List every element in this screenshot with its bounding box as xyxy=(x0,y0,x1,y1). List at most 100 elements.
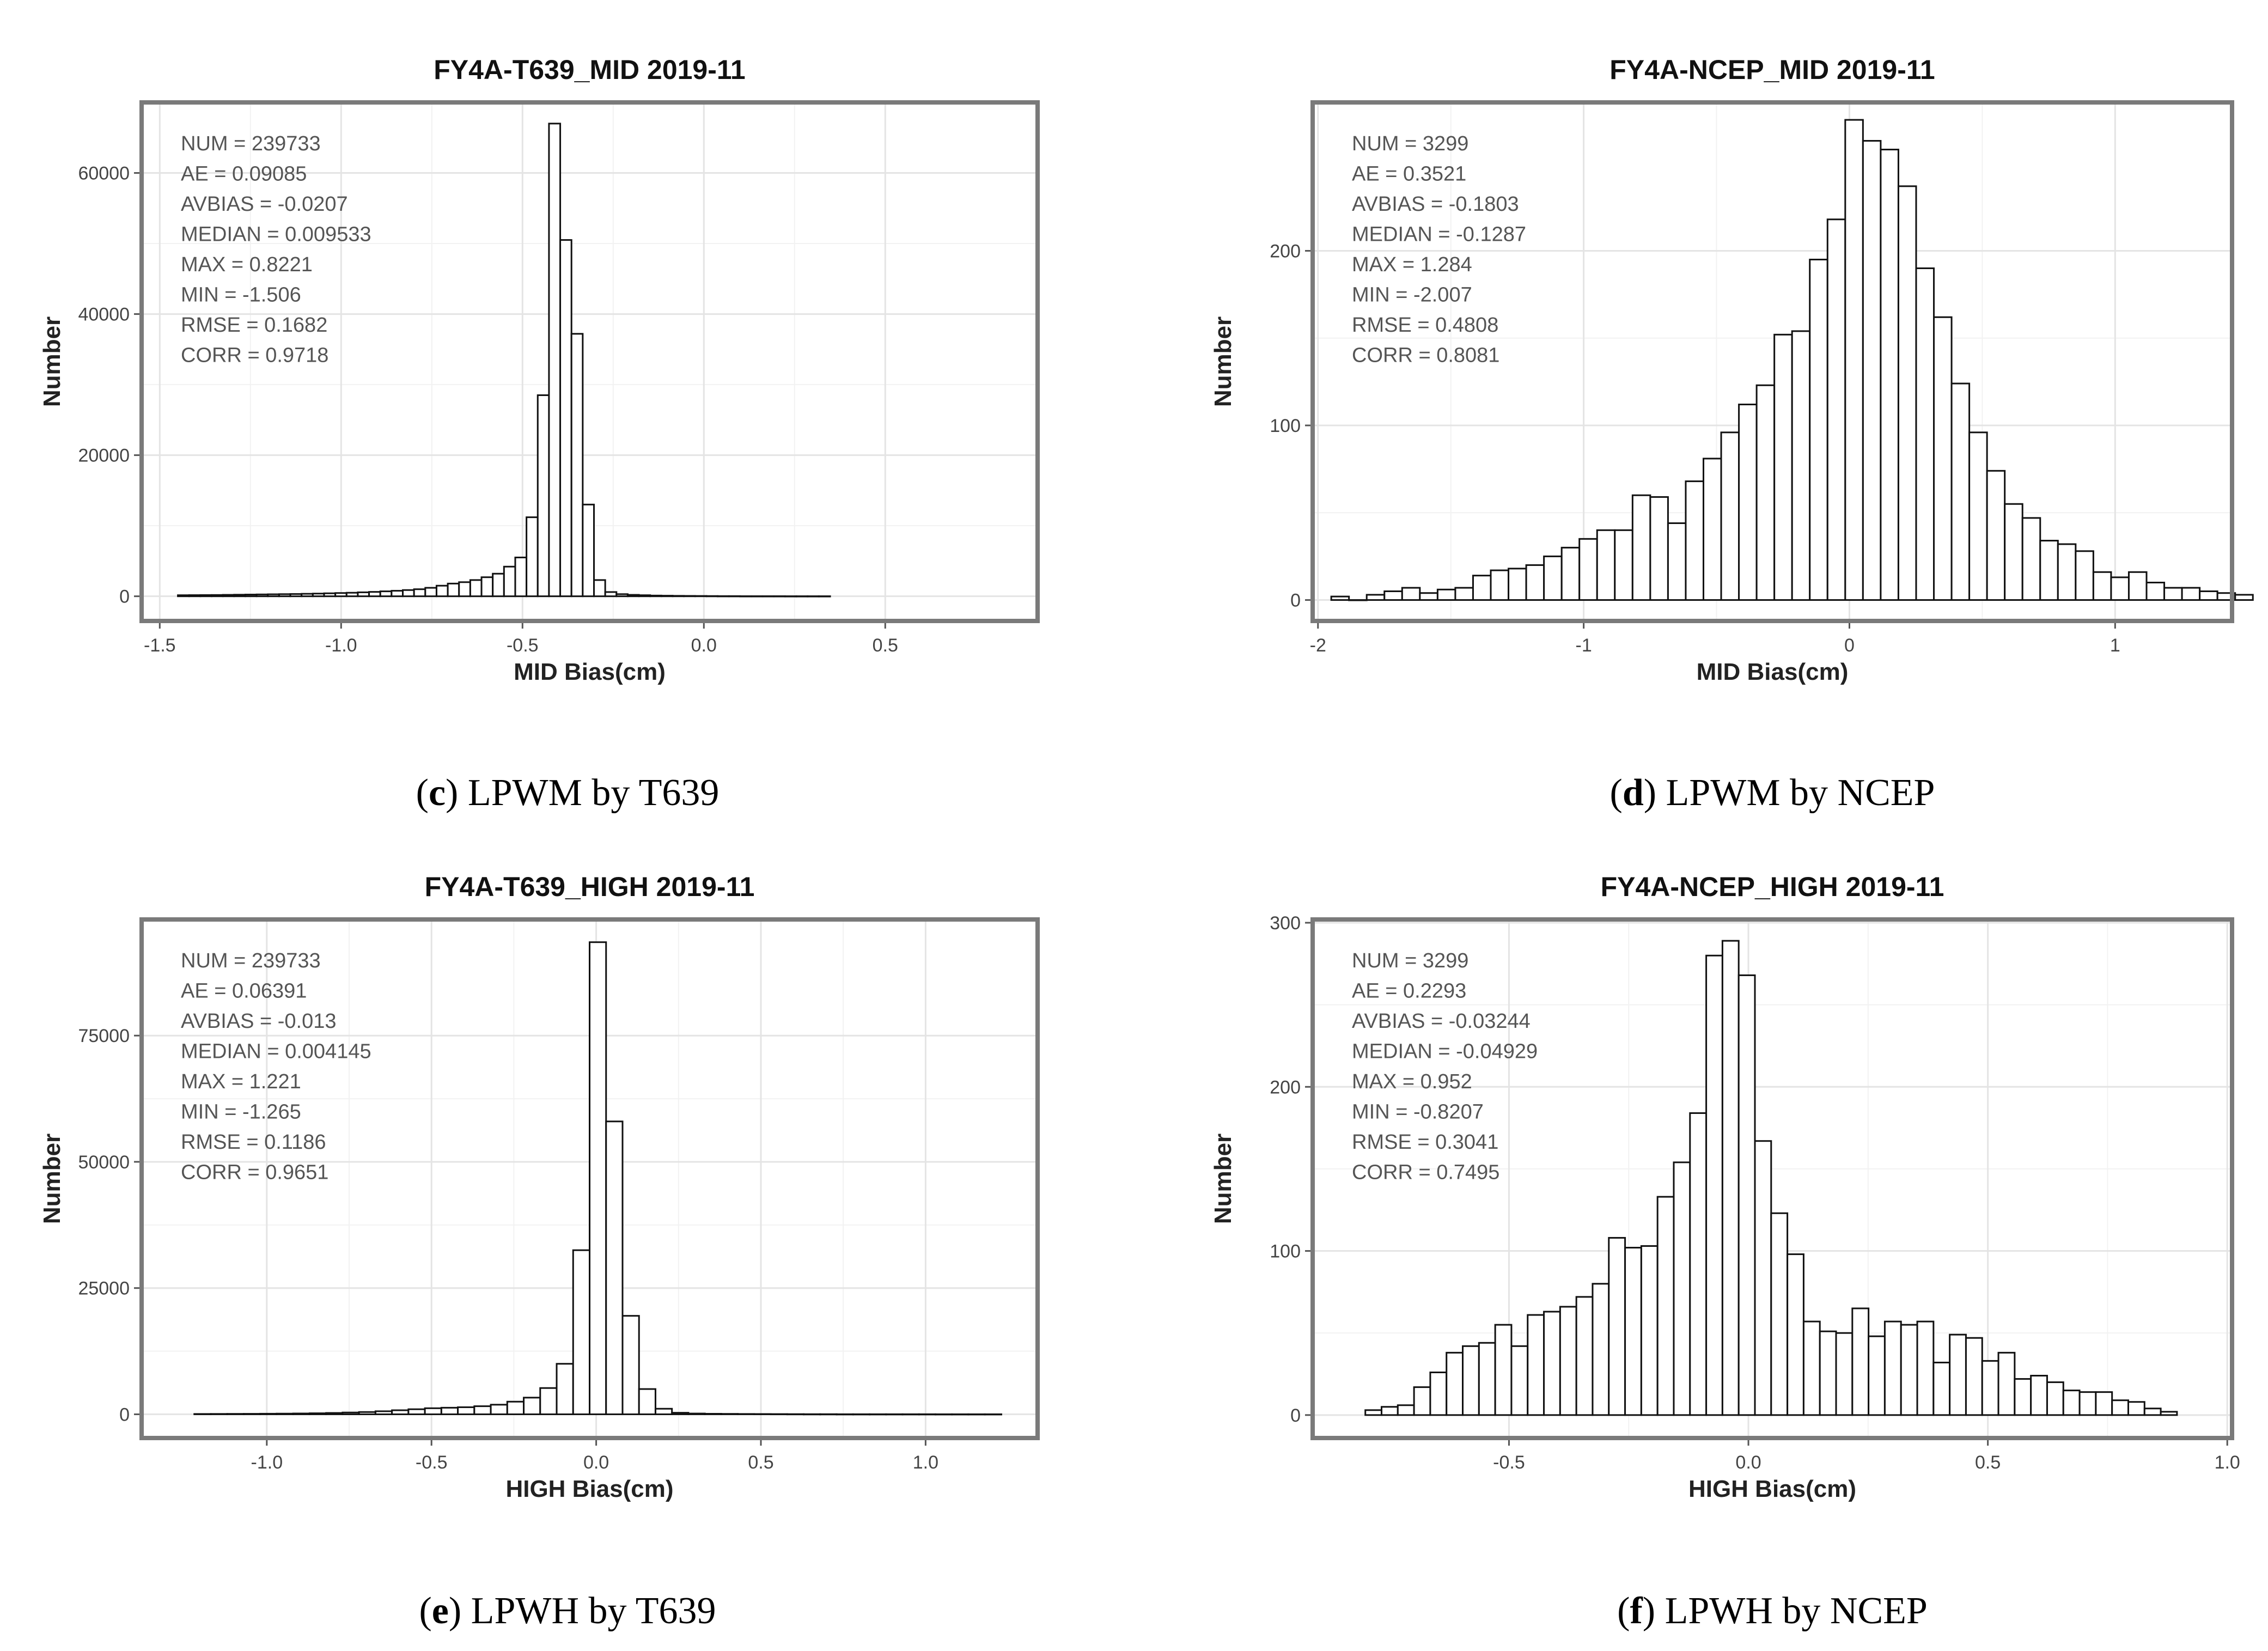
y-axis-label: Number xyxy=(39,1134,65,1224)
histogram-bar xyxy=(818,595,831,598)
histogram-bar xyxy=(312,593,325,598)
histogram-bar xyxy=(582,503,595,598)
stat-line: MIN = -1.265 xyxy=(181,1101,301,1124)
histogram-bar xyxy=(604,591,618,598)
histogram-bar xyxy=(819,1413,838,1416)
histogram-bar xyxy=(490,1404,508,1415)
histogram-bar xyxy=(807,595,820,598)
histogram-bar xyxy=(1916,1320,1935,1416)
histogram-bar xyxy=(786,1413,805,1416)
histogram-bar xyxy=(357,591,370,598)
histogram-bar xyxy=(1965,1337,1983,1416)
histogram-bar xyxy=(638,594,651,598)
stat-line: CORR = 0.7495 xyxy=(1352,1161,1499,1184)
histogram-bar xyxy=(424,587,437,598)
histogram-bar xyxy=(572,1249,590,1415)
histogram-bar xyxy=(901,1413,920,1416)
histogram-bar xyxy=(447,582,460,598)
histogram-bar xyxy=(2092,571,2112,601)
caption-open: ( xyxy=(419,1590,431,1632)
histogram-bar xyxy=(869,1413,887,1416)
histogram-bar xyxy=(1478,1342,1496,1416)
histogram-bar xyxy=(795,595,809,598)
histogram-bar xyxy=(2163,587,2183,601)
y-axis-label: Number xyxy=(39,316,65,407)
histogram-bar xyxy=(2145,581,2166,601)
x-tick-label: -0.5 xyxy=(416,1452,448,1473)
histogram-bar xyxy=(773,595,786,598)
histogram-bar xyxy=(255,593,269,598)
histogram-bar xyxy=(1543,1311,1561,1416)
histogram-bar xyxy=(2110,576,2130,601)
y-tick-label: 0 xyxy=(1290,590,1301,611)
histogram-bar xyxy=(559,239,572,598)
histogram-bar xyxy=(1462,1345,1480,1416)
histogram-bar xyxy=(737,1413,755,1415)
histogram-bar xyxy=(407,1408,426,1415)
panel-border xyxy=(139,917,1040,1440)
y-tick-label: 75000 xyxy=(78,1026,130,1046)
x-tick-label: -1.5 xyxy=(144,635,176,656)
histogram-bar xyxy=(1773,333,1793,601)
y-tick-label: 0 xyxy=(119,587,130,607)
histogram-bar xyxy=(503,565,516,598)
stat-line: MEDIAN = 0.004145 xyxy=(181,1040,371,1063)
histogram-bar xyxy=(473,1405,492,1415)
panel-border xyxy=(139,100,1040,623)
histogram-bar xyxy=(308,1412,327,1415)
stat-line: MAX = 1.284 xyxy=(1352,253,1472,276)
histogram-bar xyxy=(2062,1390,2081,1416)
panel-border xyxy=(1310,917,2234,1440)
histogram-bar xyxy=(1897,185,1917,601)
histogram-bar xyxy=(1705,954,1723,1416)
histogram-bar xyxy=(2127,571,2148,601)
panel-title: FY4A-T639_HIGH 2019-11 xyxy=(425,872,755,902)
histogram-bar xyxy=(514,556,528,598)
histogram-bar xyxy=(753,1413,772,1415)
x-tick-label: -1 xyxy=(1576,635,1592,656)
histogram-bar xyxy=(2095,1391,2113,1416)
histogram-bar xyxy=(526,516,539,598)
y-tick-label: 100 xyxy=(1270,416,1301,436)
x-tick-label: 0.5 xyxy=(1975,1452,2001,1473)
histogram-bar xyxy=(469,579,483,598)
histogram-bar xyxy=(539,1387,558,1415)
histogram-bar xyxy=(1900,1324,1918,1416)
histogram-bar xyxy=(918,1413,937,1416)
histogram-bar xyxy=(626,594,640,598)
histogram-bar xyxy=(967,1413,986,1416)
panel-caption: (f) LPWH by NCEP xyxy=(1617,1590,1928,1632)
histogram-bar xyxy=(278,593,291,598)
histogram-bar xyxy=(803,1413,821,1416)
histogram-bar xyxy=(1413,1386,1431,1416)
histogram-bar xyxy=(1596,529,1616,601)
y-tick-label: 25000 xyxy=(78,1278,130,1299)
histogram-bar xyxy=(480,576,494,598)
histogram-bar xyxy=(2014,1378,2032,1416)
histogram-bar xyxy=(1454,587,1474,601)
histogram-bar xyxy=(1614,529,1633,601)
histogram-bar xyxy=(1883,1320,1902,1416)
stat-line: CORR = 0.8081 xyxy=(1352,344,1499,367)
caption-letter: c xyxy=(429,772,446,814)
panel-caption: (c) LPWM by T639 xyxy=(416,772,720,814)
histogram-bar xyxy=(1559,1306,1577,1416)
histogram-bar xyxy=(1472,575,1492,601)
histogram-bar xyxy=(379,590,393,598)
histogram-bar xyxy=(1543,555,1563,601)
y-tick-label: 60000 xyxy=(78,163,130,184)
histogram-bar xyxy=(325,1412,344,1415)
x-tick-label: -1.0 xyxy=(251,1452,283,1473)
histogram-bar xyxy=(605,1120,624,1415)
histogram-bar xyxy=(391,1409,410,1415)
stat-line: MEDIAN = 0.009533 xyxy=(181,223,371,246)
stat-line: CORR = 0.9718 xyxy=(181,344,328,367)
histogram-bar xyxy=(222,594,235,598)
histogram-bar xyxy=(1968,431,1988,601)
histogram-bar xyxy=(593,579,606,598)
stat-line: RMSE = 0.1682 xyxy=(181,314,327,337)
histogram-bar xyxy=(1401,587,1421,601)
x-axis-label: MID Bias(cm) xyxy=(1697,659,1849,685)
histogram-bar xyxy=(2004,503,2023,601)
panel-title: FY4A-NCEP_HIGH 2019-11 xyxy=(1601,872,1944,902)
